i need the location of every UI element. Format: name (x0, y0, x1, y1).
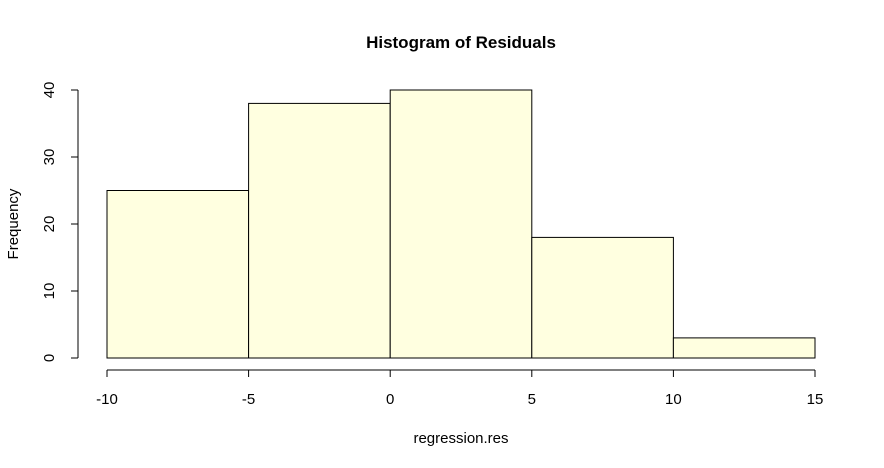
y-tick-label-2: 20 (41, 216, 58, 233)
histogram-bar-2 (389, 89, 533, 359)
x-tick-label-5: 15 (807, 391, 824, 408)
y-tick-label-1: 10 (41, 283, 58, 300)
x-tick-label-0: -10 (96, 391, 118, 408)
x-tick-label-4: 10 (665, 391, 682, 408)
histogram-bar-1 (248, 102, 391, 359)
x-axis: -10 -5 0 5 10 15 (96, 369, 824, 408)
histogram-bar-0 (106, 190, 250, 359)
x-tick-label-3: 5 (528, 391, 536, 408)
x-axis-label: regression.res (413, 430, 508, 447)
y-axis: 0 10 20 30 40 (41, 82, 79, 362)
x-tick-label-2: 0 (386, 391, 394, 408)
y-axis-label: Frequency (5, 188, 22, 259)
y-tick-label-3: 30 (41, 149, 58, 166)
chart-title: Histogram of Residuals (366, 33, 556, 52)
histogram-bar-4 (672, 337, 816, 359)
y-tick-label-4: 40 (41, 82, 58, 99)
y-tick-label-0: 0 (41, 354, 58, 362)
histogram-bar-3 (531, 236, 674, 359)
x-tick-label-1: -5 (242, 391, 255, 408)
bars-group (106, 89, 816, 359)
